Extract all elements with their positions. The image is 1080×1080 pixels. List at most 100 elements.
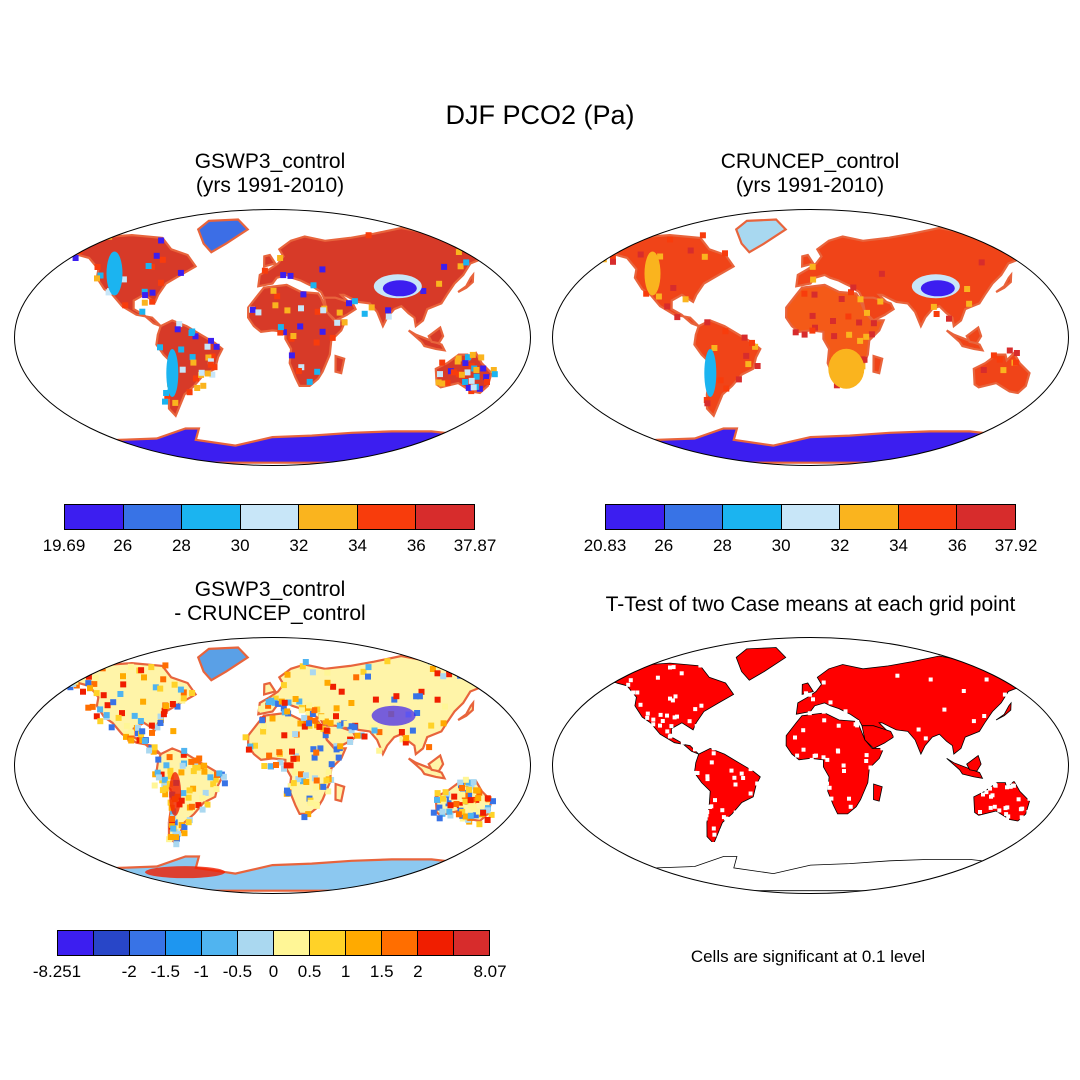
grid-cell bbox=[842, 769, 846, 773]
grid-cell bbox=[265, 699, 272, 705]
grid-cell bbox=[123, 722, 130, 729]
grid-cell bbox=[674, 314, 681, 321]
southern-africa-region bbox=[828, 348, 865, 389]
grid-cell bbox=[989, 794, 993, 799]
colorbar-box bbox=[454, 931, 489, 955]
grid-cell bbox=[459, 791, 466, 798]
grid-cell bbox=[353, 674, 360, 681]
grid-cell bbox=[687, 719, 692, 724]
grid-cell bbox=[158, 716, 164, 723]
grid-cell bbox=[166, 754, 173, 761]
grid-cell bbox=[717, 377, 724, 384]
grid-cell bbox=[115, 714, 122, 721]
grid-cell bbox=[470, 804, 477, 810]
grid-cell bbox=[444, 379, 451, 386]
grid-cell bbox=[827, 785, 832, 790]
grid-cell bbox=[323, 777, 330, 784]
grid-cell bbox=[727, 816, 732, 821]
grid-cell bbox=[704, 813, 709, 818]
grid-cell bbox=[711, 345, 718, 351]
grid-cell bbox=[699, 232, 706, 239]
grid-cell bbox=[988, 786, 992, 791]
grid-cell bbox=[67, 684, 74, 691]
grid-cell bbox=[140, 698, 147, 705]
grid-cell bbox=[440, 720, 447, 727]
grid-cell bbox=[307, 799, 314, 806]
grid-cell bbox=[311, 707, 318, 714]
grid-cell bbox=[261, 763, 268, 769]
land-japan bbox=[995, 701, 1012, 721]
grid-cell bbox=[158, 237, 165, 244]
land-greenland bbox=[735, 647, 787, 681]
grid-cell bbox=[895, 673, 900, 678]
grid-cell bbox=[723, 385, 730, 392]
grid-cell bbox=[322, 718, 329, 725]
grid-cell bbox=[301, 814, 308, 821]
grid-cell bbox=[290, 780, 297, 787]
grid-cell bbox=[711, 746, 716, 751]
land-seAsia bbox=[407, 329, 447, 352]
grid-cell bbox=[149, 298, 156, 305]
grid-cell bbox=[284, 787, 290, 794]
grid-cell bbox=[475, 808, 482, 815]
grid-cell bbox=[250, 306, 256, 313]
grid-cell bbox=[680, 740, 685, 745]
grid-cell bbox=[220, 773, 227, 780]
grid-cell bbox=[673, 694, 678, 699]
grid-cell bbox=[266, 752, 273, 759]
grid-cell bbox=[447, 802, 454, 809]
grid-cell bbox=[181, 824, 188, 830]
grid-cell bbox=[141, 299, 148, 306]
grid-cell bbox=[188, 803, 195, 810]
grid-cell bbox=[162, 398, 168, 405]
grid-cell bbox=[1005, 817, 1009, 822]
grid-cell bbox=[141, 674, 147, 681]
grid-cell bbox=[687, 247, 694, 254]
grid-cell bbox=[105, 289, 112, 296]
grid-cell bbox=[690, 734, 695, 739]
grid-cell bbox=[200, 382, 207, 389]
andes-region bbox=[166, 349, 179, 398]
grid-cell bbox=[92, 675, 99, 682]
grid-cell bbox=[325, 769, 332, 776]
grid-cell bbox=[155, 774, 162, 781]
grid-cell bbox=[1005, 805, 1010, 810]
land-japan bbox=[457, 699, 475, 721]
grid-cell bbox=[413, 693, 420, 700]
colorbar-box bbox=[418, 931, 454, 955]
grid-cell bbox=[480, 365, 487, 372]
grid-cell bbox=[316, 723, 323, 730]
colorbar-tick-label: -1 bbox=[193, 962, 209, 981]
grid-cell bbox=[968, 803, 973, 808]
grid-cell bbox=[247, 743, 254, 750]
land-madagascar bbox=[334, 354, 346, 375]
grid-cell bbox=[292, 696, 299, 702]
grid-cell bbox=[821, 709, 826, 714]
grid-cell bbox=[702, 802, 707, 807]
grid-cell bbox=[169, 816, 176, 822]
colorbar-labels-cruncep: 20.83 26 28 30 32 34 36 37.92 bbox=[584, 536, 1038, 558]
grid-cell bbox=[154, 769, 161, 776]
grid-cell bbox=[1016, 797, 1021, 802]
grid-cell bbox=[704, 319, 711, 326]
grid-cell bbox=[120, 673, 126, 680]
grid-cell bbox=[91, 680, 98, 687]
grid-cell bbox=[635, 690, 640, 695]
grid-cell bbox=[1018, 807, 1023, 812]
land-eurasia bbox=[795, 655, 1048, 756]
grid-cell bbox=[162, 662, 169, 669]
grid-cell bbox=[319, 266, 326, 273]
grid-cell bbox=[167, 767, 174, 774]
grid-cell bbox=[72, 255, 79, 261]
grid-cell bbox=[859, 356, 866, 363]
grid-cell bbox=[213, 343, 220, 350]
grid-cell bbox=[139, 308, 146, 315]
grid-cell bbox=[466, 786, 472, 793]
grid-cell bbox=[705, 810, 710, 814]
grid-cell bbox=[154, 724, 161, 731]
grid-cell bbox=[371, 727, 378, 734]
grid-cell bbox=[298, 707, 305, 714]
grid-cell bbox=[177, 686, 184, 693]
grid-cell bbox=[93, 690, 100, 697]
grid-cell bbox=[748, 791, 753, 796]
